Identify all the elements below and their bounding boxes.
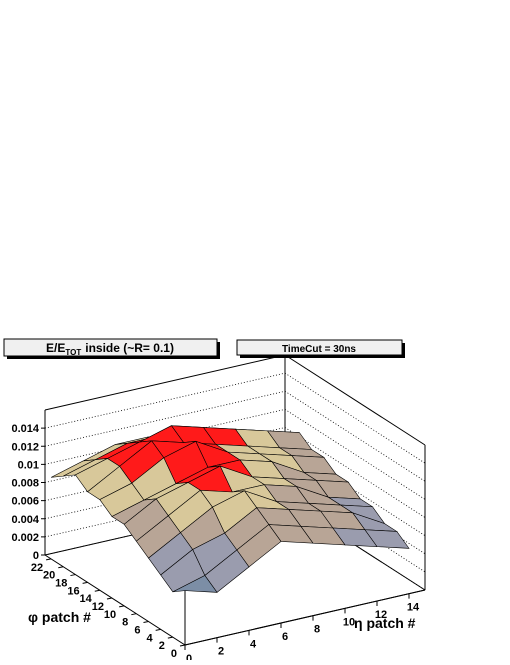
y-tick-label: 8: [122, 617, 128, 629]
y-tick: [167, 636, 173, 639]
y-tick-label: 6: [134, 625, 140, 637]
x-tick-label: 14: [407, 602, 420, 614]
x-tick-label: 8: [314, 624, 320, 636]
y-tick-label: 12: [92, 601, 104, 613]
z-tick-label: 0.008: [11, 478, 39, 490]
y-tick-label: 14: [80, 593, 93, 605]
z-tick-label: 0.006: [11, 496, 39, 508]
z-tick-label: 0.014: [11, 423, 39, 435]
box-edge: [284, 354, 426, 446]
grid-line: [284, 372, 426, 464]
y-tick-label: 2: [159, 640, 165, 652]
x-tick-label: 2: [218, 646, 224, 658]
y-tick-label: 18: [55, 578, 67, 590]
z-tick-label: 0.004: [11, 514, 39, 526]
grid-line: [284, 427, 426, 518]
grid-line: [284, 390, 426, 482]
grid-line: [44, 372, 286, 429]
title-part: inside (~R= 0.1): [85, 341, 174, 355]
x-axis-title: η patch #: [354, 615, 416, 631]
y-tick: [58, 566, 64, 569]
y-tick: [143, 621, 149, 624]
grid-line: [44, 390, 286, 447]
x-axis: [184, 589, 426, 646]
y-tick-label: 22: [31, 562, 43, 574]
y-tick-label: 4: [147, 632, 154, 644]
y-tick-label: 10: [104, 609, 116, 621]
y-tick: [179, 644, 186, 647]
z-tick-label: 0.012: [11, 441, 39, 453]
x-tick-label: 6: [282, 631, 288, 643]
grid-line: [284, 409, 426, 500]
y-tick: [119, 605, 125, 608]
y-tick: [155, 628, 161, 631]
y-axis-title: φ patch #: [28, 609, 91, 625]
annotation-box: [236, 339, 403, 356]
x-tick-label: 12: [375, 609, 387, 621]
y-tick-label: 20: [43, 570, 55, 582]
x-tick-label: 4: [250, 638, 257, 650]
z-tick-label: 0.002: [11, 532, 39, 544]
y-tick: [94, 589, 100, 592]
x-tick-label: 0: [186, 653, 192, 660]
surface-cell: [172, 575, 218, 593]
y-tick: [131, 613, 137, 616]
z-tick-label: 0.01: [18, 459, 39, 471]
annotation: TimeCut = 30ns: [282, 344, 356, 355]
y-tick: [45, 558, 52, 561]
y-tick: [106, 597, 113, 600]
y-tick-label: 16: [67, 585, 79, 597]
title-part: E/E: [46, 341, 65, 355]
x-tick-label: 10: [343, 616, 355, 628]
box-edge: [44, 354, 286, 411]
z-tick-label: 0: [33, 550, 39, 562]
y-tick: [70, 574, 76, 577]
title-sub: TOT: [65, 348, 81, 357]
y-axis: [44, 554, 186, 646]
y-tick-label: 0: [171, 648, 177, 660]
title-box: [3, 338, 218, 357]
chart-title: E/ETOT inside (~R= 0.1): [46, 341, 174, 357]
y-tick: [82, 581, 88, 584]
